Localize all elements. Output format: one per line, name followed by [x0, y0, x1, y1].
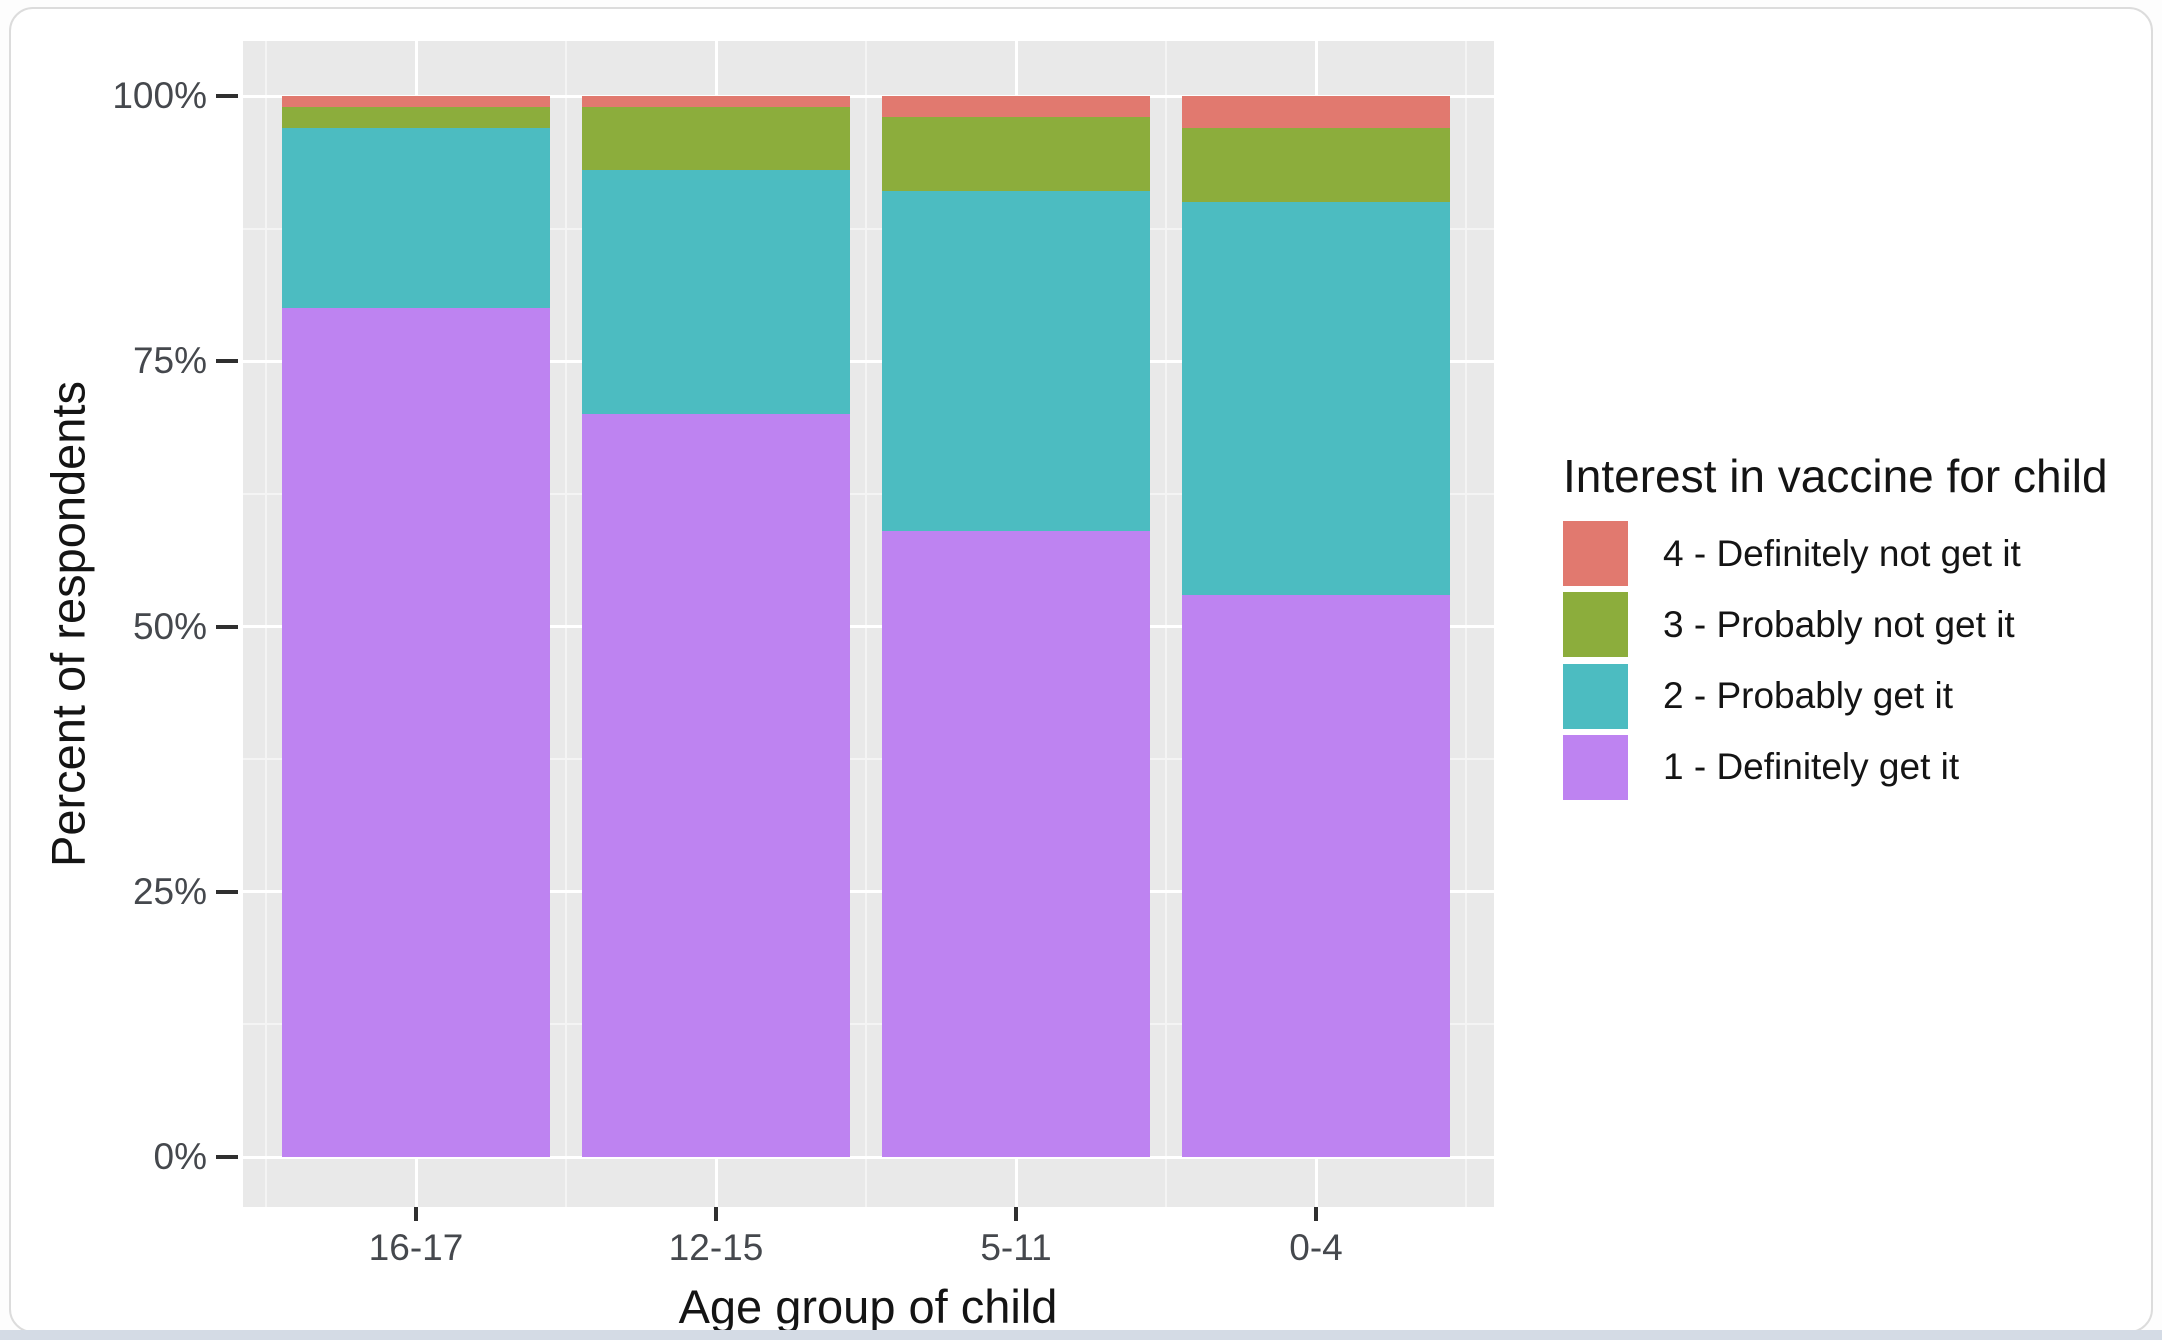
legend-swatch-2 — [1563, 663, 1628, 729]
y-tick-label: 100% — [112, 75, 207, 116]
y-tick-mark — [216, 889, 238, 894]
bar-segment — [582, 414, 850, 1157]
gridline-minor-horizontal — [243, 492, 1494, 495]
gridline-major-horizontal — [243, 359, 1494, 363]
x-tick-mark — [414, 1207, 418, 1221]
y-tick-mark — [216, 1155, 238, 1159]
gridline-minor-vertical — [1165, 41, 1167, 1207]
gridline-minor-vertical — [565, 41, 567, 1207]
bar-segment — [282, 96, 550, 107]
bottom-strip — [0, 1330, 2162, 1340]
legend-item: 3 - Probably not get it — [1563, 592, 2015, 658]
gridline-minor-horizontal — [243, 227, 1494, 230]
x-tick-mark — [1014, 1207, 1018, 1221]
x-tick-label: 16-17 — [368, 1227, 464, 1268]
gridline-minor-horizontal — [243, 758, 1494, 761]
gridline-major-horizontal — [243, 890, 1494, 894]
bar-segment — [1182, 127, 1450, 203]
plot-panel — [243, 41, 1494, 1207]
legend-item: 4 - Definitely not get it — [1563, 521, 2021, 586]
bar-segment — [882, 117, 1150, 192]
bar-segment — [882, 191, 1150, 531]
legend-swatch-4 — [1563, 521, 1628, 586]
legend-title: Interest in vaccine for child — [1563, 450, 2108, 502]
bar-segment — [1182, 96, 1450, 128]
gridline-major-horizontal — [243, 94, 1494, 98]
x-axis-title: Age group of child — [678, 1280, 1058, 1333]
legend-item-label: 1 - Definitely get it — [1663, 746, 1960, 788]
bar-segment — [282, 308, 550, 1157]
gridline-minor-vertical — [265, 41, 267, 1207]
y-tick-label: 75% — [132, 340, 207, 382]
bar-segment — [582, 170, 850, 415]
bar-segment — [882, 531, 1150, 1157]
y-tick-label: 50% — [132, 605, 207, 647]
legend-swatch-1 — [1563, 734, 1628, 800]
gridline-minor-vertical — [1465, 41, 1467, 1207]
x-tick-mark — [714, 1207, 718, 1221]
y-tick-mark — [216, 624, 238, 629]
y-tick-label: 0% — [153, 1136, 207, 1177]
bar-segment — [1182, 202, 1450, 595]
legend-item-label: 3 - Probably not get it — [1663, 603, 2015, 645]
legend-item-label: 4 - Definitely not get it — [1663, 532, 2021, 574]
y-tick-mark — [216, 94, 238, 98]
x-tick-mark — [1314, 1207, 1318, 1221]
bar-segment — [282, 106, 550, 128]
bar-segment — [282, 127, 550, 309]
gridline-major-horizontal — [243, 1155, 1494, 1159]
legend-item-label: 2 - Probably get it — [1663, 675, 1953, 717]
gridline-minor-horizontal — [243, 1023, 1494, 1026]
legend-item: 1 - Definitely get it — [1563, 734, 1960, 800]
gridline-major-horizontal — [243, 625, 1494, 628]
bar-segment — [1182, 594, 1450, 1157]
bar-segment — [582, 96, 850, 107]
y-tick-label: 25% — [132, 870, 207, 912]
x-tick-label: 12-15 — [668, 1227, 764, 1268]
chart-card: Percent of respondents 0% 25% 50% 75% 100% 1… — [9, 7, 2153, 1333]
y-tick-mark — [216, 359, 238, 364]
legend-swatch-3 — [1563, 592, 1628, 658]
legend: Interest in vaccine for child 4 - Defini… — [1563, 449, 2162, 800]
x-tick-label: 0-4 — [1289, 1227, 1343, 1268]
bar-segment — [882, 96, 1150, 118]
gridline-minor-vertical — [865, 41, 867, 1207]
x-tick-label: 5-11 — [980, 1227, 1052, 1268]
legend-item: 2 - Probably get it — [1563, 663, 1953, 729]
bar-segment — [582, 106, 850, 171]
